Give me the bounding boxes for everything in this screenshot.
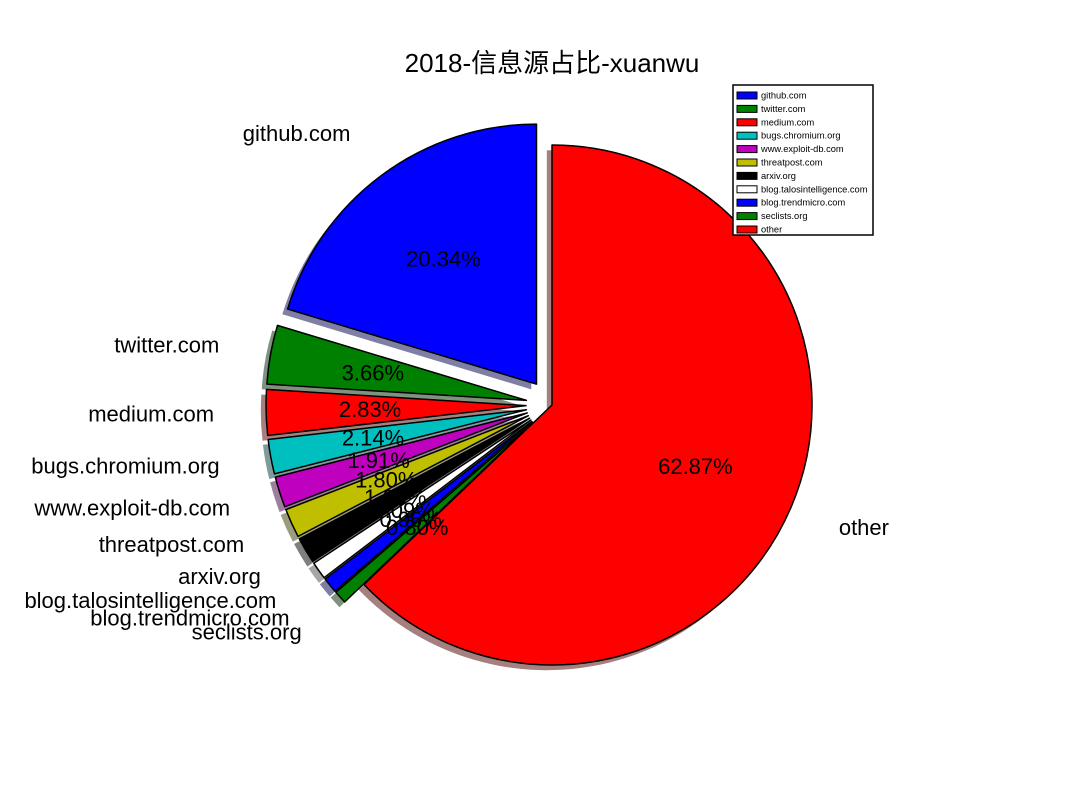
slice-label-threatpost-com: threatpost.com <box>99 532 245 557</box>
slice-percent-label-www-exploit-db-com: 1.91% <box>347 448 409 473</box>
slice-label-arxiv-org: arxiv.org <box>178 564 261 589</box>
legend-entry-seclists-org: seclists.org <box>736 211 808 221</box>
slice-blog-talosintelligence-com <box>313 419 532 579</box>
legend-swatch <box>736 225 758 234</box>
slice-label-seclists-org: seclists.org <box>192 620 302 645</box>
legend-entry-github-com: github.com <box>736 91 807 101</box>
legend-entry-medium-com: medium.com <box>736 117 814 127</box>
legend-label: medium.com <box>761 117 814 127</box>
legend-label: seclists.org <box>761 211 808 221</box>
legend-swatch <box>736 145 758 154</box>
legend-swatch <box>736 104 758 113</box>
legend-label: bugs.chromium.org <box>761 131 841 141</box>
legend-label: www.exploit-db.com <box>760 144 844 154</box>
legend-label: github.com <box>761 91 807 101</box>
legend-swatch <box>736 185 758 194</box>
slice-label-bugs-chromium-org: bugs.chromium.org <box>31 454 219 479</box>
legend-entry-threatpost-com: threatpost.com <box>736 158 823 168</box>
slice-label-github-com: github.com <box>243 121 351 146</box>
slice-percent-label-arxiv-org: 1.60% <box>364 485 426 510</box>
slice-label-medium-com: medium.com <box>88 401 214 426</box>
legend-swatch <box>736 158 758 167</box>
slice-arxiv-org <box>298 417 531 563</box>
legend-swatch <box>736 171 758 180</box>
slice-bugs-chromium-org <box>267 408 528 475</box>
legend-label: threatpost.com <box>761 158 823 168</box>
legend-swatch <box>736 118 758 127</box>
slice-percent-label-twitter-com: 3.66% <box>342 360 404 385</box>
legend-entry-blog-trendmicro-com: blog.trendmicro.com <box>736 198 845 208</box>
slice-labels: github.com twitter.com medium.com bugs.chro… <box>24 121 889 644</box>
slice-medium-com <box>265 388 527 437</box>
slice-percent-label-threatpost-com: 1.80% <box>355 468 417 493</box>
slice-label-twitter-com: twitter.com <box>114 333 219 358</box>
legend-entry-twitter-com: twitter.com <box>736 104 806 114</box>
slice-www-exploit-db-com <box>274 412 528 508</box>
legend-swatch <box>736 198 758 207</box>
legend-entry-blog-talosintelligence-com: blog.talosintelligence.com <box>736 184 868 194</box>
slice-label-blog-talosintelligence-com: blog.talosintelligence.com <box>24 588 276 613</box>
slice-blog-trendmicro-com <box>324 420 533 592</box>
legend-entry-arxiv-org: arxiv.org <box>736 171 796 181</box>
legend-swatch <box>736 91 758 100</box>
slice-label-www-exploit-db-com: www.exploit-db.com <box>33 495 230 520</box>
slice-percent-label-blog-trendmicro-com: 0.96% <box>379 507 441 532</box>
legend-label: twitter.com <box>761 104 806 114</box>
slice-percent-label-blog-talosintelligence-com: 1.09% <box>372 498 434 523</box>
legend-entry-bugs-chromium-org: bugs.chromium.org <box>736 131 841 141</box>
legend-swatch <box>736 131 758 140</box>
legend-label: blog.trendmicro.com <box>761 198 845 208</box>
legend-label: arxiv.org <box>761 171 796 181</box>
slice-seclists-org <box>335 421 534 603</box>
slice-percent-label-bugs-chromium-org: 2.14% <box>342 425 404 450</box>
slice-percent-label-github-com: 20.34% <box>406 246 481 271</box>
slice-twitter-com <box>266 324 528 402</box>
slice-github-com <box>286 123 538 385</box>
slice-percent-label-other: 62.87% <box>658 454 733 479</box>
slice-percent-label-seclists-org: 0.80% <box>386 515 448 540</box>
legend-entry-other: other <box>736 225 782 235</box>
legend-entry-www-exploit-db-com: www.exploit-db.com <box>736 144 844 154</box>
legend-label: other <box>761 225 782 235</box>
slice-threatpost-com <box>285 414 530 538</box>
legend-swatch <box>736 212 758 221</box>
slice-label-other: other <box>839 515 889 540</box>
legend-label: blog.talosintelligence.com <box>761 184 868 194</box>
slice-label-blog-trendmicro-com: blog.trendmicro.com <box>90 605 289 630</box>
slice-other <box>363 144 813 666</box>
slice-percent-label-medium-com: 2.83% <box>339 397 401 422</box>
percent-labels: 20.34% 3.66% 2.83% 2.14%1.91%1.80%1.60%1.09… <box>339 246 733 539</box>
slices <box>265 123 813 666</box>
chart-title: 2018-信息源占比-xuanwu <box>405 48 700 78</box>
legend: github.com twitter.com medium.com bugs.chro… <box>732 84 874 236</box>
